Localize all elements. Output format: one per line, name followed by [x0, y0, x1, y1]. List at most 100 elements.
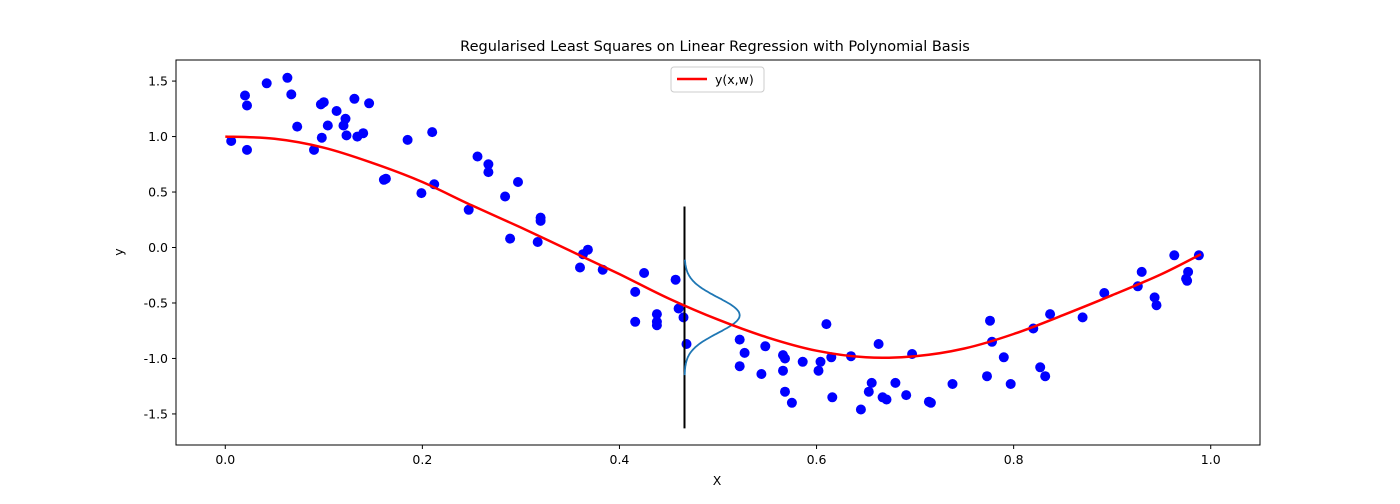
data-point-55 — [760, 341, 771, 352]
y-tick-label-1: -1.0 — [144, 351, 168, 366]
data-point-43 — [639, 268, 650, 278]
data-point-53 — [739, 347, 750, 358]
data-point-57 — [778, 365, 788, 376]
x-tick-label-3: 0.6 — [807, 452, 827, 467]
data-point-74 — [890, 377, 901, 388]
data-point-46 — [651, 320, 662, 331]
y-tick-label-0: -1.5 — [144, 406, 168, 421]
data-point-16 — [341, 130, 352, 141]
data-point-33 — [513, 177, 523, 187]
data-point-50 — [681, 339, 692, 349]
data-point-54 — [756, 369, 767, 379]
data-point-80 — [982, 371, 992, 382]
data-point-0 — [226, 136, 237, 146]
data-point-22 — [380, 173, 391, 184]
axis-ticks: 0.0 0.2 0.4 0.6 0.8 1.0 -1.5 -1.0 -0.5 0.0 0.5 1.0 1… — [144, 74, 1221, 467]
data-point-4 — [261, 78, 272, 89]
y-tick-label-3: 0.0 — [148, 240, 168, 255]
y-axis-label: y — [111, 248, 126, 256]
data-point-29 — [483, 159, 494, 170]
data-point-63 — [815, 356, 826, 367]
data-point-92 — [1136, 266, 1147, 277]
data-point-44 — [651, 309, 662, 320]
data-point-88 — [1045, 309, 1056, 320]
data-point-39 — [582, 244, 593, 255]
x-tick-label-1: 0.2 — [412, 452, 432, 467]
x-tick-label-4: 0.8 — [1004, 452, 1024, 467]
y-tick-label-6: 1.5 — [148, 74, 168, 89]
data-point-8 — [309, 144, 319, 155]
data-point-59 — [780, 386, 790, 397]
data-point-15 — [340, 113, 351, 124]
data-point-61 — [797, 356, 808, 367]
data-point-73 — [881, 394, 892, 405]
x-tick-label-2: 0.4 — [610, 452, 630, 467]
legend-box — [670, 66, 765, 93]
data-point-32 — [505, 233, 516, 244]
data-point-75 — [901, 390, 912, 401]
x-tick-label-0: 0.0 — [215, 452, 235, 467]
data-point-94 — [1151, 300, 1162, 311]
axes-frame — [175, 59, 1261, 446]
data-point-24 — [416, 188, 427, 199]
data-point-60 — [786, 397, 797, 408]
data-point-28 — [472, 151, 483, 162]
data-point-17 — [349, 93, 360, 104]
fit-curve — [225, 135, 1202, 360]
data-point-42 — [630, 316, 641, 327]
data-point-86 — [1035, 362, 1046, 373]
data-point-87 — [1040, 371, 1051, 382]
data-point-34 — [532, 237, 543, 247]
data-point-41 — [630, 286, 641, 297]
y-tick-label-5: 1.0 — [148, 129, 168, 144]
plot-area — [225, 72, 1204, 429]
data-point-52 — [734, 361, 745, 372]
data-point-66 — [827, 392, 838, 403]
data-point-25 — [427, 127, 438, 138]
data-point-7 — [292, 121, 303, 132]
data-point-71 — [873, 339, 884, 349]
data-point-19 — [358, 128, 369, 139]
legend: y(x,w) — [670, 66, 765, 93]
data-point-11 — [316, 132, 327, 143]
data-point-5 — [282, 72, 293, 83]
data-point-78 — [925, 397, 936, 408]
predictive-gaussian — [683, 259, 741, 376]
data-point-89 — [1077, 312, 1088, 323]
data-point-64 — [821, 319, 832, 330]
data-point-23 — [402, 134, 413, 145]
legend-label-fit: y(x,w) — [715, 72, 754, 87]
data-point-79 — [947, 379, 958, 389]
data-point-93 — [1149, 292, 1160, 303]
data-point-69 — [863, 386, 874, 397]
data-point-30 — [483, 167, 494, 178]
data-point-90 — [1099, 288, 1110, 298]
x-tick-label-5: 1.0 — [1201, 452, 1221, 467]
data-point-51 — [734, 334, 745, 345]
data-point-27 — [463, 204, 474, 215]
data-point-13 — [331, 106, 342, 116]
data-point-68 — [855, 404, 866, 415]
data-point-58 — [780, 353, 790, 364]
data-point-95 — [1169, 250, 1180, 261]
chart-title: Regularised Least Squares on Linear Regr… — [460, 39, 970, 55]
data-point-62 — [813, 365, 824, 376]
data-point-97 — [1182, 275, 1193, 286]
data-point-83 — [998, 352, 1009, 363]
data-point-20 — [364, 98, 375, 109]
data-point-10 — [318, 97, 329, 108]
y-tick-label-4: 0.5 — [148, 185, 168, 200]
data-point-48 — [673, 303, 684, 314]
data-point-1 — [240, 90, 250, 101]
data-point-47 — [670, 274, 681, 285]
data-point-98 — [1183, 266, 1194, 277]
data-point-12 — [322, 120, 333, 131]
data-point-6 — [286, 89, 297, 100]
x-axis-label: X — [713, 473, 722, 488]
data-point-70 — [866, 377, 877, 388]
data-point-81 — [985, 315, 995, 326]
data-point-36 — [535, 212, 546, 223]
data-point-2 — [242, 100, 252, 111]
